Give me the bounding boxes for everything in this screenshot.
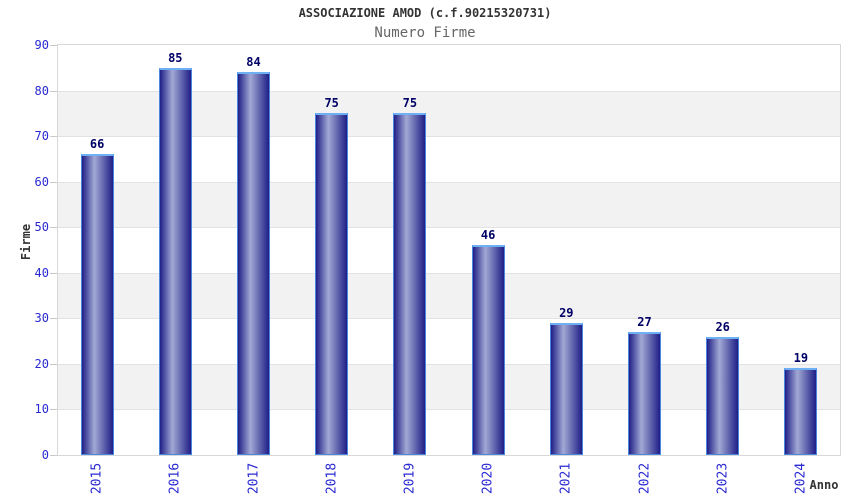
chart-title: ASSOCIAZIONE AMOD (c.f.90215320731) <box>298 6 552 20</box>
grid-line <box>58 363 840 365</box>
bar <box>706 337 740 455</box>
y-tick-mark <box>50 90 57 92</box>
x-tick-label: 2017 <box>246 462 261 495</box>
grid-line <box>58 136 840 138</box>
bar <box>628 332 661 455</box>
y-tick-label: 10 <box>34 402 49 417</box>
x-tick-label: 2018 <box>324 462 340 495</box>
x-tick-label: 2020 <box>480 462 496 495</box>
y-tick-label: 90 <box>34 38 49 52</box>
bar <box>393 113 427 455</box>
grid-line <box>58 318 840 320</box>
y-tick-label: 60 <box>34 174 49 189</box>
y-tick-mark <box>50 227 57 229</box>
y-tick-label: 50 <box>34 220 49 235</box>
x-tick-label: 2022 <box>637 462 652 495</box>
y-tick-mark <box>50 272 57 274</box>
y-tick-label: 40 <box>34 265 49 280</box>
y-tick-mark <box>50 363 57 365</box>
x-axis-title: Anno <box>809 478 839 492</box>
x-tick-label: 2015 <box>89 462 105 495</box>
bar <box>80 154 114 455</box>
x-tick-label: 2023 <box>715 462 731 495</box>
y-tick-label: 20 <box>34 356 49 371</box>
y-tick-mark <box>50 136 57 138</box>
y-tick-mark <box>50 409 57 411</box>
y-tick-mark <box>50 181 57 183</box>
bar <box>784 368 818 455</box>
y-tick-mark <box>50 318 57 320</box>
grid-line <box>58 181 840 183</box>
grid-line <box>58 227 840 229</box>
y-tick-label: 30 <box>34 311 49 326</box>
y-tick-label: 70 <box>34 129 49 144</box>
y-tick-mark <box>50 45 57 46</box>
bar <box>158 68 192 455</box>
y-tick-mark <box>50 455 57 456</box>
bar <box>237 72 270 455</box>
y-tick-label: 80 <box>34 83 49 98</box>
x-tick-label: 2016 <box>167 462 183 495</box>
grid-line <box>58 90 840 92</box>
bar <box>315 113 349 455</box>
grid-line <box>58 409 840 411</box>
x-tick-label: 2021 <box>558 462 574 495</box>
bar <box>471 245 505 455</box>
chart-subtitle: Numero Firme <box>374 25 476 41</box>
y-tick-label: 0 <box>41 448 49 462</box>
x-tick-label: 2019 <box>402 462 418 495</box>
grid-line <box>58 272 840 274</box>
plot-area <box>57 44 841 456</box>
bar <box>549 323 583 455</box>
